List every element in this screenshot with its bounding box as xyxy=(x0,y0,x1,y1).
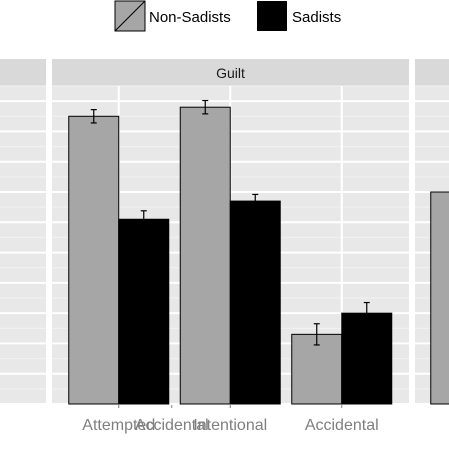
legend-label-non-sadists: Non-Sadists xyxy=(149,9,231,26)
bar-non-sadists-a xyxy=(430,191,449,405)
legend-label-sadists: Sadists xyxy=(292,9,341,26)
panel-strip xyxy=(52,59,409,86)
x-tick-label-accidental: Accidental xyxy=(305,417,379,434)
legend: Non-Sadists Sadists xyxy=(114,0,341,32)
bar-non-sadists-intentional xyxy=(179,106,231,405)
bar-sadists-intentional xyxy=(229,200,281,405)
panel-background xyxy=(0,86,46,404)
bar-sadists-attempted xyxy=(118,218,170,405)
panel-title: Guilt xyxy=(216,65,245,81)
bar-sadists-accidental xyxy=(341,312,393,405)
x-tick-label-accidental: Accidental xyxy=(135,417,209,434)
panel-strip xyxy=(0,59,46,86)
bar-non-sadists-accidental xyxy=(291,333,343,405)
x-tick-label-intentional: Intentional xyxy=(193,417,267,434)
legend-key-sadists xyxy=(257,1,287,31)
panel-strip xyxy=(415,59,449,86)
legend-key-non-sadists-slash xyxy=(114,0,146,32)
x-tick-label-attempted: Attempted xyxy=(82,417,155,434)
bar-non-sadists-attempted xyxy=(68,115,120,405)
panel-2: A xyxy=(415,59,449,405)
